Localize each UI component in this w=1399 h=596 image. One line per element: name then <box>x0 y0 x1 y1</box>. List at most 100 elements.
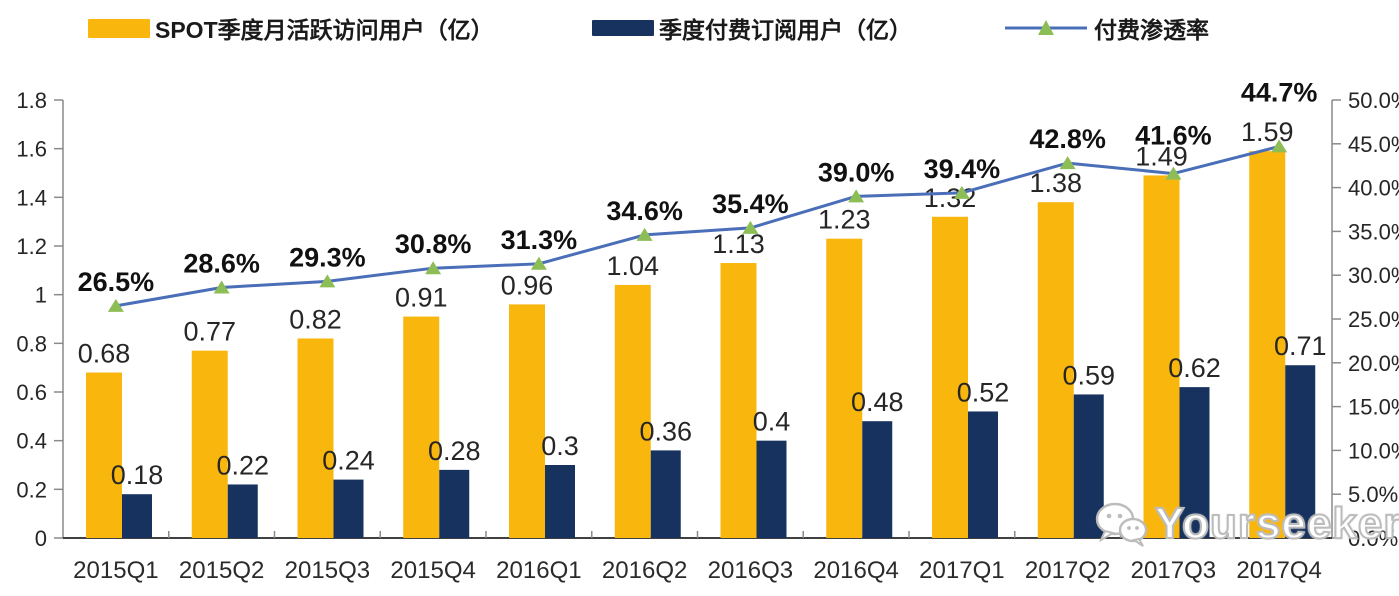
penetration-value-label: 30.8% <box>395 229 472 259</box>
right-axis-label: 5.0% <box>1348 482 1398 507</box>
bar-subs-2015Q3 <box>333 479 364 538</box>
mau-value-label: 0.91 <box>395 283 448 313</box>
x-axis-label: 2016Q3 <box>708 557 793 584</box>
bar-subs-2015Q2 <box>227 484 258 538</box>
legend-item-mau: SPOT季度月活跃访问用户（亿） <box>88 12 494 44</box>
subs-bar-swatch-icon <box>592 20 654 36</box>
line-marker-triangle <box>107 298 124 312</box>
bar-subs-2016Q3 <box>756 440 787 538</box>
bar-mau-2017Q3 <box>1143 175 1180 538</box>
bar-subs-2015Q4 <box>439 469 470 538</box>
bar-subs-2015Q1 <box>122 494 152 538</box>
mau-value-label: 1.23 <box>818 205 871 235</box>
right-axis-label: 15.0% <box>1348 395 1399 420</box>
bar-mau-2015Q1 <box>86 372 122 538</box>
subs-value-label: 0.24 <box>322 446 375 476</box>
left-axis-label: 1.2 <box>16 234 47 259</box>
bar-mau-2016Q2 <box>614 284 651 538</box>
bar-mau-2015Q3 <box>297 338 334 538</box>
left-axis-label: 1.8 <box>16 88 47 113</box>
x-axis-label: 2015Q1 <box>73 557 158 584</box>
x-axis-label: 2017Q1 <box>919 557 1004 584</box>
bar-mau-2017Q2 <box>1037 202 1074 538</box>
x-axis-label: 2017Q3 <box>1131 557 1216 584</box>
bar-mau-2017Q1 <box>932 216 968 539</box>
penetration-value-label: 39.0% <box>818 157 895 187</box>
line-marker-triangle <box>742 220 759 234</box>
subs-value-label: 0.59 <box>1062 360 1115 390</box>
legend-item-subs: 季度付费订阅用户（亿） <box>592 12 912 44</box>
mau-value-label: 0.96 <box>501 270 554 300</box>
right-axis-label: 40.0% <box>1348 176 1399 201</box>
x-axis-label: 2016Q2 <box>602 557 687 584</box>
right-axis-label: 50.0% <box>1348 88 1399 113</box>
bar-subs-2017Q3 <box>1179 387 1210 538</box>
line-marker-triangle <box>1059 156 1076 170</box>
penetration-value-label: 39.4% <box>924 154 1001 184</box>
mau-value-label: 1.49 <box>1135 141 1188 171</box>
penetration-value-label: 42.8% <box>1029 124 1106 154</box>
mau-value-label: 0.77 <box>183 317 236 347</box>
left-axis-label: 1.6 <box>16 137 47 162</box>
left-axis-label: 0 <box>35 526 47 551</box>
left-axis-label: 0.2 <box>16 477 47 502</box>
subs-value-label: 0.36 <box>639 416 692 446</box>
subs-value-label: 0.22 <box>216 450 269 480</box>
subs-value-label: 0.48 <box>851 387 904 417</box>
right-axis-label: 0.0% <box>1348 526 1398 551</box>
penetration-line <box>115 144 1280 308</box>
mau-value-label: 1.13 <box>712 229 765 259</box>
bar-subs-2016Q4 <box>862 421 893 538</box>
legend-item-penetration: 付费渗透率 <box>1003 12 1209 44</box>
left-axis-label: 0.4 <box>16 429 47 454</box>
mau-bar-swatch-icon <box>88 18 150 38</box>
legend-label-penetration: 付费渗透率 <box>1094 17 1209 43</box>
penetration-value-label: 34.6% <box>606 196 683 226</box>
subs-value-label: 0.28 <box>428 436 481 466</box>
line-marker-triangle <box>530 256 547 270</box>
subs-value-label: 0.71 <box>1274 331 1327 361</box>
legend-label-mau: SPOT季度月活跃访问用户（亿） <box>155 17 494 43</box>
line-marker-triangle <box>953 185 970 199</box>
x-axis-label: 2016Q1 <box>496 557 581 584</box>
mau-value-label: 0.68 <box>78 339 131 369</box>
subs-value-label: 0.3 <box>541 431 579 461</box>
penetration-value-label: 41.6% <box>1135 121 1212 151</box>
line-marker-triangle <box>213 280 230 294</box>
bar-mau-2016Q1 <box>509 304 545 538</box>
left-axis-label: 1.4 <box>16 185 47 210</box>
line-marker-triangle <box>319 274 336 288</box>
right-axis-label: 10.0% <box>1348 438 1399 463</box>
bar-mau-2017Q4 <box>1249 151 1286 538</box>
subs-value-label: 0.18 <box>111 460 164 490</box>
line-marker-triangle <box>636 227 653 241</box>
penetration-value-label: 44.7% <box>1241 77 1318 107</box>
penetration-value-label: 29.3% <box>289 242 366 272</box>
line-marker-triangle <box>1165 166 1182 180</box>
bar-mau-2015Q4 <box>403 316 440 538</box>
line-marker-triangle <box>425 261 442 275</box>
line-marker-triangle <box>1271 139 1288 153</box>
bar-subs-2016Q1 <box>545 465 575 538</box>
mau-value-label: 1.59 <box>1241 117 1294 147</box>
subs-value-label: 0.52 <box>957 377 1010 407</box>
chart-legend: SPOT季度月活跃访问用户（亿） 季度付费订阅用户（亿） 付费渗透率 <box>0 12 1399 48</box>
x-axis-label: 2017Q4 <box>1236 557 1321 584</box>
bar-mau-2015Q2 <box>191 350 228 538</box>
bar-mau-2016Q3 <box>720 263 757 538</box>
right-axis-label: 30.0% <box>1348 263 1399 288</box>
bar-subs-2017Q1 <box>968 411 998 538</box>
mau-value-label: 0.82 <box>289 304 342 334</box>
x-axis-label: 2015Q4 <box>390 557 475 584</box>
penetration-value-label: 26.5% <box>78 267 155 297</box>
legend-label-subs: 季度付费订阅用户（亿） <box>659 17 912 43</box>
left-axis-label: 0.6 <box>16 380 47 405</box>
penetration-value-label: 31.3% <box>501 225 578 255</box>
bar-mau-2016Q4 <box>826 238 863 538</box>
subs-value-label: 0.4 <box>753 407 791 437</box>
right-axis-label: 45.0% <box>1348 132 1399 157</box>
line-marker-swatch-icon <box>1005 20 1087 35</box>
mau-value-label: 1.04 <box>606 251 659 281</box>
